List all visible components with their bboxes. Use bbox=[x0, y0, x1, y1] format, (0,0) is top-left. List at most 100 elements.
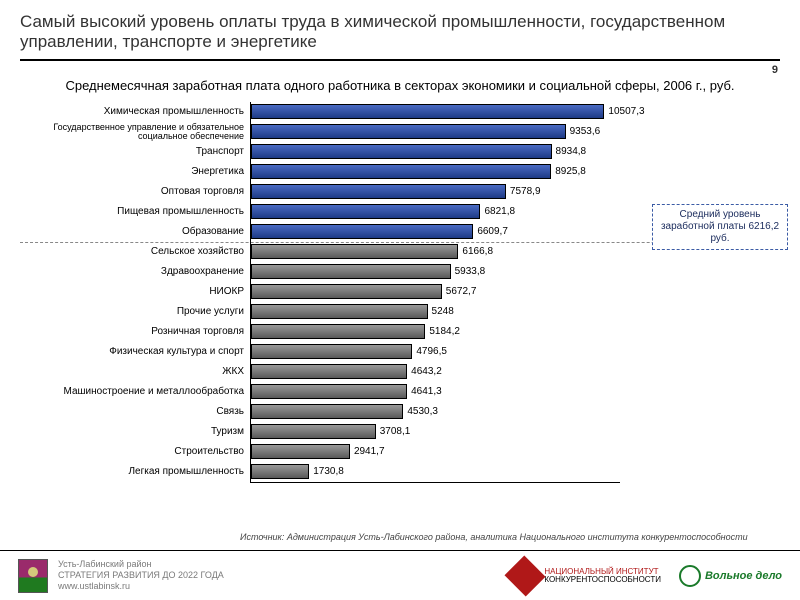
chart-row: Оптовая торговля 7578,9 bbox=[20, 182, 780, 202]
bar bbox=[251, 424, 376, 439]
bar-area: 8934,8 bbox=[250, 142, 780, 162]
value-label: 4643,2 bbox=[411, 366, 442, 377]
title-rule bbox=[20, 59, 780, 61]
bar bbox=[251, 404, 403, 419]
bar bbox=[251, 244, 458, 259]
category-label: Пищевая промышленность bbox=[20, 207, 250, 217]
chart-row: Туризм 3708,1 bbox=[20, 422, 780, 442]
category-label: ЖКХ bbox=[20, 367, 250, 377]
category-label: Энергетика bbox=[20, 167, 250, 177]
chart-row: Прочие услуги5248 bbox=[20, 302, 780, 322]
value-label: 2941,7 bbox=[354, 446, 385, 457]
chart-body: Химическая промышленность10507,3Государс… bbox=[20, 102, 780, 482]
footer-line3: www.ustlabinsk.ru bbox=[58, 581, 224, 592]
category-label: Оптовая торговля bbox=[20, 187, 250, 197]
category-label: Туризм bbox=[20, 427, 250, 437]
page-number: 9 bbox=[772, 64, 778, 76]
bar-area: 5933,8 bbox=[250, 262, 780, 282]
value-label: 6166,8 bbox=[462, 246, 493, 257]
value-label: 5672,7 bbox=[446, 286, 477, 297]
chart-row: Легкая промышленность1730,8 bbox=[20, 462, 780, 482]
value-label: 9353,6 bbox=[570, 126, 601, 137]
x-axis-line bbox=[250, 482, 620, 483]
bar bbox=[251, 124, 566, 139]
source-label: Источник: bbox=[240, 532, 284, 542]
chart-row: Физическая культура и спорт 4796,5 bbox=[20, 342, 780, 362]
chart-row: Связь 4530,3 bbox=[20, 402, 780, 422]
chart-row: Энергетика 8925,8 bbox=[20, 162, 780, 182]
chart-title: Среднемесячная заработная плата одного р… bbox=[20, 78, 780, 94]
value-label: 5933,8 bbox=[455, 266, 486, 277]
chart-row: Машиностроение и металлообработка 4641,3 bbox=[20, 382, 780, 402]
average-callout: Средний уровень заработной платы 6216,2 … bbox=[652, 204, 788, 250]
volnoe-delo-text: Вольное дело bbox=[705, 570, 782, 582]
category-label: Образование bbox=[20, 227, 250, 237]
category-label: Связь bbox=[20, 407, 250, 417]
footer: Усть-Лабинский район СТРАТЕГИЯ РАЗВИТИЯ … bbox=[0, 550, 800, 600]
bar-area: 7578,9 bbox=[250, 182, 780, 202]
category-label: НИОКР bbox=[20, 287, 250, 297]
category-label: Строительство bbox=[20, 447, 250, 457]
bar bbox=[251, 164, 551, 179]
district-crest-icon bbox=[18, 559, 48, 593]
value-label: 7578,9 bbox=[510, 186, 541, 197]
bar-area: 5184,2 bbox=[250, 322, 780, 342]
institute-logo-icon bbox=[505, 555, 546, 596]
bar bbox=[251, 224, 473, 239]
source-line: Источник: Администрация Усть-Лабинского … bbox=[240, 532, 748, 542]
category-label: Розничная торговля bbox=[20, 327, 250, 337]
chart-row: Здравоохранение 5933,8 bbox=[20, 262, 780, 282]
bar bbox=[251, 104, 604, 119]
value-label: 8925,8 bbox=[555, 166, 586, 177]
volnoe-delo-icon bbox=[679, 565, 701, 587]
chart-row: Транспорт 8934,8 bbox=[20, 142, 780, 162]
value-label: 5184,2 bbox=[429, 326, 460, 337]
bar-area: 9353,6 bbox=[250, 122, 780, 142]
institute-line2: КОНКУРЕНТОСПОСОБНОСТИ bbox=[544, 576, 661, 584]
bar-area: 5248 bbox=[250, 302, 780, 322]
institute-logo-text: НАЦИОНАЛЬНЫЙ ИНСТИТУТ КОНКУРЕНТОСПОСОБНО… bbox=[544, 568, 661, 584]
category-label: Машиностроение и металлообработка bbox=[20, 387, 250, 397]
category-label: Сельское хозяйство bbox=[20, 247, 250, 257]
chart-row: ЖКХ 4643,2 bbox=[20, 362, 780, 382]
category-label: Физическая культура и спорт bbox=[20, 347, 250, 357]
category-label: Транспорт bbox=[20, 147, 250, 157]
value-label: 3708,1 bbox=[380, 426, 411, 437]
bar bbox=[251, 464, 309, 479]
bar bbox=[251, 284, 442, 299]
bar bbox=[251, 364, 407, 379]
bar-area: 1730,8 bbox=[250, 462, 780, 482]
bar-area: 4641,3 bbox=[250, 382, 780, 402]
footer-line2: СТРАТЕГИЯ РАЗВИТИЯ ДО 2022 ГОДА bbox=[58, 570, 224, 581]
value-label: 5248 bbox=[432, 306, 454, 317]
chart-row: Розничная торговля 5184,2 bbox=[20, 322, 780, 342]
bar bbox=[251, 304, 428, 319]
bar bbox=[251, 184, 506, 199]
category-label: Государственное управление и обязательно… bbox=[20, 123, 250, 141]
chart-row: Строительство 2941,7 bbox=[20, 442, 780, 462]
bar-area: 2941,7 bbox=[250, 442, 780, 462]
slide-title: Самый высокий уровень оплаты труда в хим… bbox=[0, 0, 800, 59]
footer-line1: Усть-Лабинский район bbox=[58, 559, 224, 570]
chart-row: Государственное управление и обязательно… bbox=[20, 122, 780, 142]
bar-area: 4796,5 bbox=[250, 342, 780, 362]
chart-row: НИОКР 5672,7 bbox=[20, 282, 780, 302]
bar bbox=[251, 384, 407, 399]
bar-area: 4643,2 bbox=[250, 362, 780, 382]
category-label: Химическая промышленность bbox=[20, 107, 250, 117]
footer-text: Усть-Лабинский район СТРАТЕГИЯ РАЗВИТИЯ … bbox=[58, 559, 224, 591]
bar-area: 10507,3 bbox=[250, 102, 780, 122]
value-label: 4530,3 bbox=[407, 406, 438, 417]
footer-right-logos: НАЦИОНАЛЬНЫЙ ИНСТИТУТ КОНКУРЕНТОСПОСОБНО… bbox=[510, 562, 782, 590]
category-label: Здравоохранение bbox=[20, 267, 250, 277]
bar bbox=[251, 204, 480, 219]
category-label: Легкая промышленность bbox=[20, 467, 250, 477]
salary-chart: Среднемесячная заработная плата одного р… bbox=[20, 78, 780, 482]
value-label: 8934,8 bbox=[556, 146, 587, 157]
bar bbox=[251, 264, 451, 279]
value-label: 6609,7 bbox=[477, 226, 508, 237]
value-label: 4796,5 bbox=[416, 346, 447, 357]
bar bbox=[251, 324, 425, 339]
value-label: 4641,3 bbox=[411, 386, 442, 397]
bar-area: 5672,7 bbox=[250, 282, 780, 302]
